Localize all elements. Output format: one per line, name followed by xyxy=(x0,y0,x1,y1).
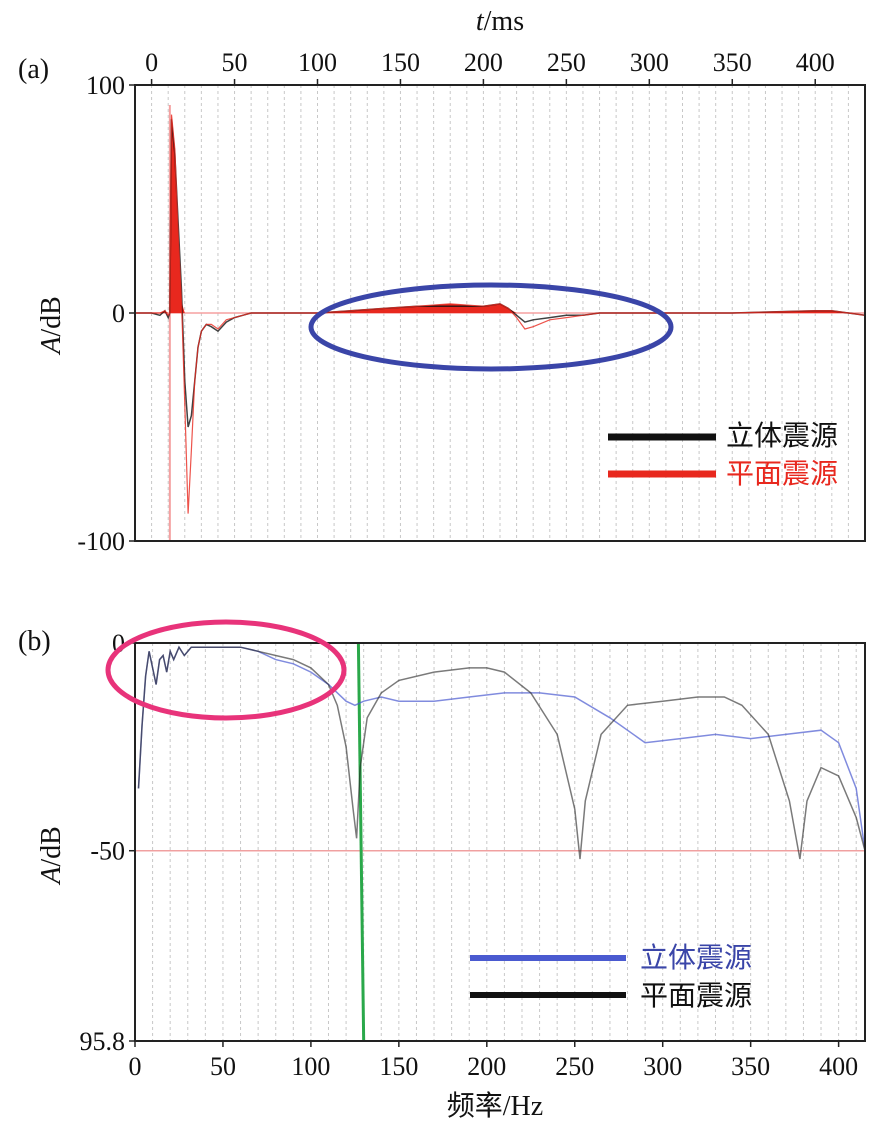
x-tick-label: 150 xyxy=(379,1052,418,1081)
y-tick-label: -50 xyxy=(90,837,125,866)
panel-a-legend: 立体震源 平面震源 xyxy=(608,419,838,490)
panel-b-highlight-ellipse xyxy=(105,619,347,721)
legend-b-item-0-label: 立体震源 xyxy=(640,941,752,974)
y-tick-label: 95.8 xyxy=(80,1027,126,1056)
x-tick-label: 300 xyxy=(630,48,669,77)
panel-a-lines xyxy=(135,114,866,514)
panel-a-x-axis-title: t/ms xyxy=(476,6,524,37)
x-tick-label: 150 xyxy=(381,48,420,77)
panel-a-frame xyxy=(134,84,866,542)
x-tick-label: 400 xyxy=(819,1052,858,1081)
x-tick-label: 350 xyxy=(731,1052,770,1081)
panel-b-grid xyxy=(135,642,865,1042)
x-tick-label: 100 xyxy=(291,1052,330,1081)
panel-b: (b) A/dB 频率/Hz 0 50 100 150 200 250 300 350 4000… xyxy=(18,619,866,1122)
panel-a-ticks: 0 50 100 150 200 250 300 350 400 100 0 -100 xyxy=(77,48,834,556)
x-tick-label: 250 xyxy=(555,1052,594,1081)
panel-a-highlight-ellipse xyxy=(308,282,674,372)
ref-line-vertical xyxy=(356,642,366,1042)
y-tick-label: -100 xyxy=(77,527,125,556)
x-tick-label: 0 xyxy=(145,48,158,77)
panel-b-x-axis-title: 频率/Hz xyxy=(447,1090,543,1122)
panel-a-label: (a) xyxy=(18,54,49,85)
y-tick-label: 100 xyxy=(86,71,125,100)
series-line-1 xyxy=(137,645,866,860)
legend-b-item-1-label: 平面震源 xyxy=(640,979,752,1012)
x-tick-label: 400 xyxy=(796,48,835,77)
legend-a-item-0-label: 立体震源 xyxy=(726,419,838,452)
x-tick-label: 50 xyxy=(222,48,248,77)
panel-b-legend: 立体震源 平面震源 xyxy=(470,941,752,1012)
x-tick-label: 200 xyxy=(464,48,503,77)
panel-b-label: (b) xyxy=(18,626,51,657)
series-line-0 xyxy=(137,645,866,851)
x-tick-label: 250 xyxy=(547,48,586,77)
panel-b-frame xyxy=(134,642,866,1042)
panel-b-y-axis-title: A/dB xyxy=(36,826,67,886)
panel-a-y-axis-title: A/dB xyxy=(36,296,67,356)
panel-a: (a) t/ms A/dB 0 50 100 150 200 250 300 350 400 10… xyxy=(18,6,866,556)
x-tick-label: 100 xyxy=(298,48,337,77)
x-tick-label: 50 xyxy=(210,1052,236,1081)
y-tick-label: 0 xyxy=(112,299,125,328)
panel-b-lines xyxy=(137,645,866,860)
x-tick-label: 300 xyxy=(643,1052,682,1081)
series-line-1 xyxy=(135,114,866,514)
x-tick-label: 200 xyxy=(467,1052,506,1081)
x-tick-label: 350 xyxy=(713,48,752,77)
legend-a-item-1-label: 平面震源 xyxy=(726,457,838,490)
x-tick-label: 0 xyxy=(129,1052,142,1081)
